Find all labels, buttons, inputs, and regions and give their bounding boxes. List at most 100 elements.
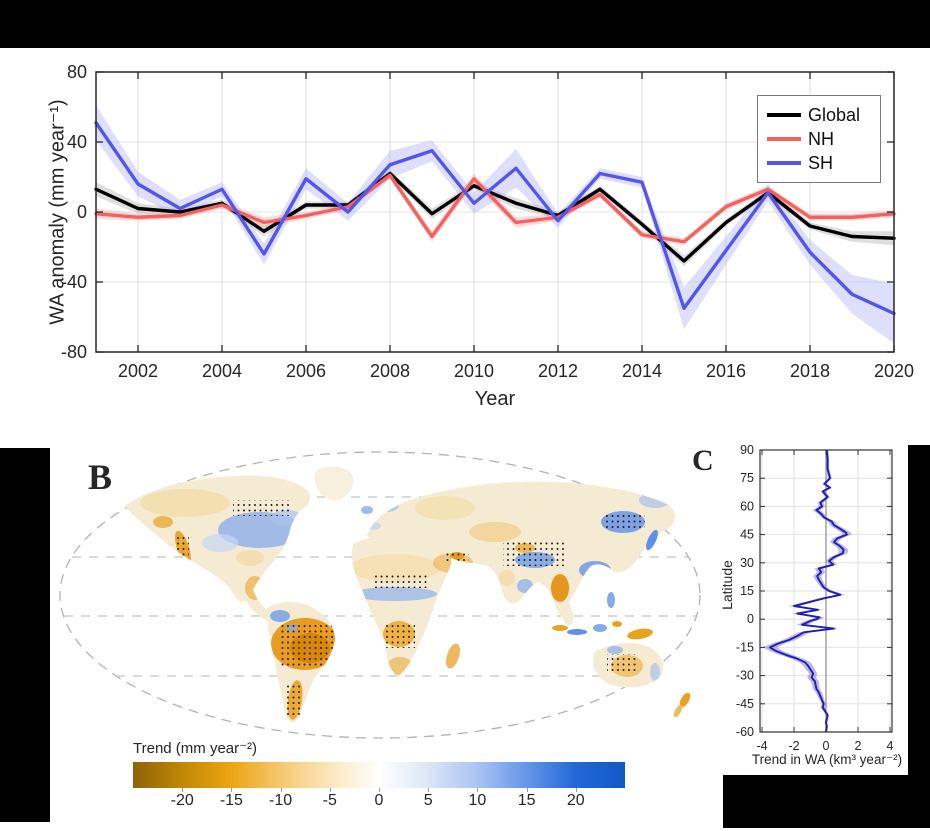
panel-c-x-tick-label: 4 bbox=[887, 739, 894, 753]
panel-c-y-tick-label: -60 bbox=[736, 725, 754, 739]
stipple-australia bbox=[607, 654, 639, 674]
panel-c-letter: C bbox=[692, 444, 714, 477]
panel-c-x-tick-label: -2 bbox=[788, 739, 799, 753]
series-sh-band bbox=[96, 105, 894, 344]
panel-c-y-tick-label: 75 bbox=[740, 471, 754, 485]
legend-label-sh: SH bbox=[808, 153, 834, 173]
colorbar-tick-mark bbox=[575, 788, 577, 792]
colorbar-tick-mark bbox=[182, 788, 184, 792]
black-mask-top bbox=[0, 0, 930, 48]
panel-a-y-tick-label: -40 bbox=[61, 272, 87, 292]
colorbar-tick-label: -20 bbox=[170, 792, 194, 809]
world-trend-map bbox=[59, 451, 701, 739]
island-borneo bbox=[593, 624, 607, 632]
colorbar-tick-mark bbox=[280, 788, 282, 792]
stipple-ne-china bbox=[603, 512, 645, 530]
colorbar-tick-label: 10 bbox=[468, 792, 487, 809]
panel-a-x-tick-label: 2012 bbox=[538, 361, 578, 381]
colorbar-tick-mark bbox=[231, 788, 233, 792]
series-sh-line bbox=[94, 121, 896, 316]
colorbar-tick-label: -10 bbox=[269, 792, 293, 809]
panel-c-y-tick-label: 0 bbox=[747, 612, 754, 626]
panel-a-x-tick-label: 2018 bbox=[790, 361, 830, 381]
island-new-zealand-north bbox=[679, 692, 691, 708]
panel-a-x-tick-label: 2016 bbox=[706, 361, 746, 381]
continent-greenland bbox=[314, 466, 354, 501]
stipple-middle-east bbox=[443, 552, 469, 564]
legend-item-nh: NH bbox=[767, 127, 871, 151]
island-new-guinea bbox=[627, 628, 653, 640]
island-new-zealand-south bbox=[673, 704, 683, 718]
island-sulawesi bbox=[612, 621, 622, 627]
panel-c-x-tick-label: -4 bbox=[756, 739, 767, 753]
panel-b-letter: B bbox=[88, 457, 113, 497]
stipple-congo bbox=[385, 624, 415, 648]
panel-a-legend: Global NH SH bbox=[757, 95, 881, 183]
black-mask-right bbox=[908, 445, 930, 828]
panel-a-x-tick-label: 2004 bbox=[202, 361, 242, 381]
panel-c-y-axis-label: Latitude bbox=[719, 560, 735, 610]
colorbar-tick-mark bbox=[477, 788, 479, 792]
panel-a-x-tick-label: 2010 bbox=[454, 361, 494, 381]
panel-a-timeseries-chart: 2002 2004 2006 2008 2010 2012 2014 2016 2018 2020… bbox=[61, 62, 914, 381]
island-japan bbox=[646, 529, 658, 551]
stipple-california bbox=[175, 536, 189, 564]
global-line-swatch bbox=[767, 113, 801, 117]
legend-item-sh: SH bbox=[767, 151, 871, 175]
legend-item-global: Global bbox=[767, 103, 871, 127]
map-outline bbox=[59, 451, 701, 739]
panel-c-y-tick-label: 90 bbox=[740, 443, 754, 457]
black-mask-bottom-right bbox=[723, 775, 930, 828]
panel-a-x-tick-label: 2006 bbox=[286, 361, 326, 381]
panel-a-x-tick-label: 2020 bbox=[874, 361, 914, 381]
panel-a-x-tick-label: 2014 bbox=[622, 361, 662, 381]
panel-c-x-tick-label: 2 bbox=[855, 739, 862, 753]
colorbar-tick-label: -15 bbox=[219, 792, 243, 809]
panel-c-y-tick-label: 45 bbox=[740, 528, 754, 542]
colorbar-tick-label: 5 bbox=[423, 792, 433, 809]
stipple-north-canada bbox=[233, 500, 289, 516]
stipple-patagonia bbox=[287, 684, 301, 718]
stipple-central-asia bbox=[503, 540, 567, 566]
panel-a-y-tick-label: 40 bbox=[67, 132, 87, 152]
panel-a-y-tick-label: -80 bbox=[61, 342, 87, 362]
colorbar-tick-mark bbox=[428, 788, 430, 792]
colorbar-tick-label: 20 bbox=[566, 792, 585, 809]
colorbar-tick-mark bbox=[379, 788, 380, 792]
colorbar-tick-mark bbox=[526, 788, 528, 792]
panel-a-x-axis-label: Year bbox=[474, 388, 516, 410]
panel-c-y-tick-label: -45 bbox=[736, 697, 754, 711]
black-mask-left bbox=[0, 448, 50, 822]
panel-c-y-tick-label: -15 bbox=[736, 640, 754, 654]
legend-label-nh: NH bbox=[808, 129, 834, 149]
panel-a-y-axis-label: WA anomaly (mm year⁻¹) bbox=[46, 99, 69, 325]
colorbar-tick-label: 15 bbox=[517, 792, 536, 809]
colorbar-tick-mark bbox=[329, 788, 331, 792]
nh-line-swatch bbox=[767, 137, 801, 141]
colorbar-tick-label: 0 bbox=[374, 792, 384, 809]
stipple-sahara bbox=[373, 574, 429, 588]
panel-c-y-tick-label: 15 bbox=[740, 584, 754, 598]
island-britain bbox=[361, 506, 373, 514]
colorbar-title: Trend (mm year⁻²) bbox=[133, 740, 258, 757]
panel-c-y-tick-label: 30 bbox=[740, 556, 754, 570]
island-philippines bbox=[607, 592, 615, 608]
panel-c-y-tick-label: -30 bbox=[736, 669, 754, 683]
island-java bbox=[567, 629, 587, 635]
panel-c-x-axis-label: Trend in WA (km³ year⁻²) bbox=[751, 752, 903, 767]
sh-line-swatch bbox=[767, 161, 801, 165]
panel-a-y-tick-label: 0 bbox=[77, 202, 87, 222]
panel-a-x-tick-label: 2002 bbox=[118, 361, 158, 381]
panel-c-x-tick-label: 0 bbox=[823, 739, 830, 753]
island-sumatra bbox=[552, 625, 568, 631]
colorbar-ticks: -20 -15 -10 -5 0 5 10 15 20 bbox=[133, 788, 625, 812]
panel-c-latitude-profile-chart: -4 -2 0 2 4 90 75 60 45 30 15 0 -15 -30 -45 -60 bbox=[736, 443, 894, 753]
island-madagascar bbox=[446, 643, 460, 669]
colorbar-gradient bbox=[133, 762, 625, 788]
panel-a-x-tick-label: 2008 bbox=[370, 361, 410, 381]
colorbar-tick-label: -5 bbox=[322, 792, 337, 809]
series-nh-line bbox=[94, 173, 896, 244]
panel-c-y-tick-label: 60 bbox=[740, 499, 754, 513]
latitude-profile-line bbox=[769, 449, 848, 733]
